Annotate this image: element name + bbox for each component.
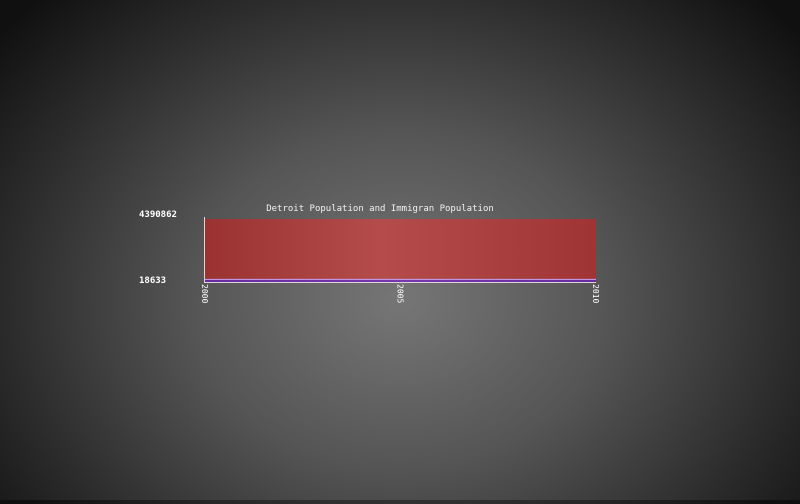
x-tick-layer: 2000 2005 2010 xyxy=(200,284,600,303)
series-total-population-area xyxy=(205,219,596,282)
series-immigrant-population-area xyxy=(205,279,596,282)
series-layer xyxy=(205,219,596,282)
x-tick-label: 2005 xyxy=(396,284,405,303)
y-tick-label: 4390862 xyxy=(139,210,177,220)
x-tick-label: 2000 xyxy=(200,284,209,303)
y-tick-layer: 4390862 18633 xyxy=(139,210,177,286)
y-tick-label: 18633 xyxy=(139,276,166,286)
chart-title: Detroit Population and Immigran Populati… xyxy=(266,204,494,214)
x-tick-label: 2010 xyxy=(591,284,600,303)
